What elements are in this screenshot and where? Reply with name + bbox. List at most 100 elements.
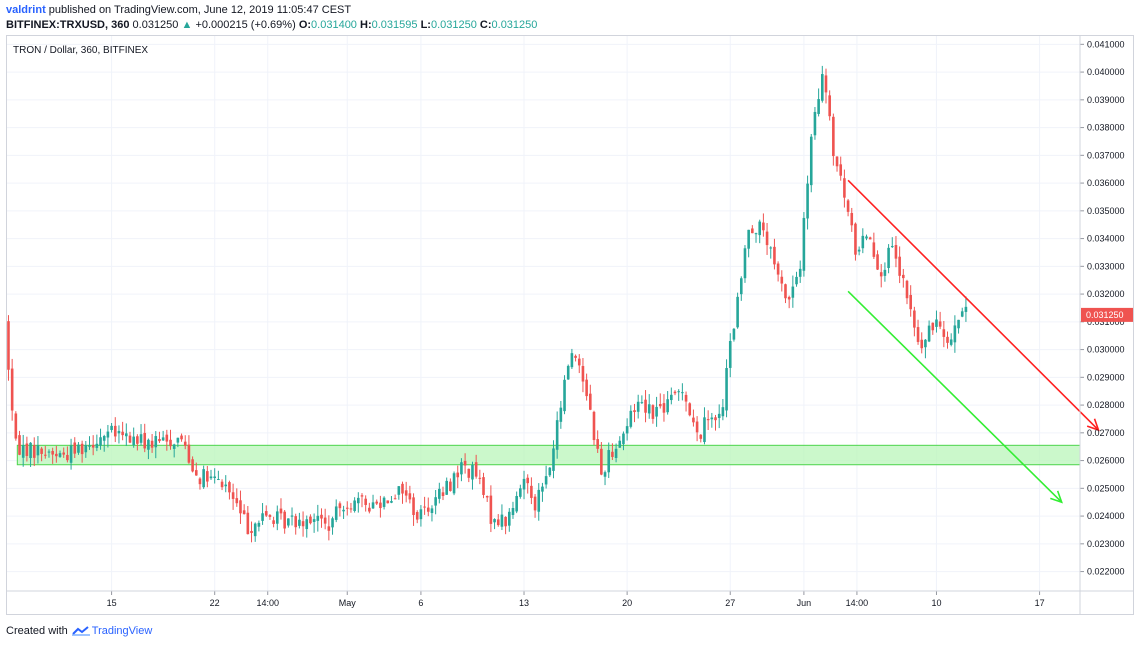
candle-body xyxy=(117,430,121,434)
candle-body xyxy=(798,268,802,277)
candle-body xyxy=(113,425,117,437)
price-chart[interactable]: 0.022000 0.023000 0.024000 0.025000 0.026000… xyxy=(7,36,1133,614)
candle-body xyxy=(747,229,750,249)
candle-body xyxy=(596,439,599,449)
candle-body xyxy=(938,321,942,327)
candle-body xyxy=(301,521,305,527)
candle-body xyxy=(327,526,331,531)
author-link[interactable]: valdrint xyxy=(6,4,46,16)
y-tick-label: 0.027000 xyxy=(1087,428,1125,438)
support-line xyxy=(847,290,1063,503)
candle-body xyxy=(47,451,51,453)
change-value: +0.000215 (+0.69%) xyxy=(195,19,296,31)
tradingview-link[interactable]: TradingView xyxy=(91,625,153,637)
candle-body xyxy=(353,500,356,511)
x-tick-label: 14:00 xyxy=(846,598,869,608)
candle-body xyxy=(876,254,879,270)
candle-body xyxy=(655,406,658,417)
candle-body xyxy=(791,286,795,298)
support-zone xyxy=(16,444,1081,466)
candle-body xyxy=(957,319,960,329)
candle-body xyxy=(489,495,493,524)
candle-body xyxy=(927,325,931,342)
candle-body xyxy=(110,425,113,431)
candle-body xyxy=(128,435,132,443)
last-price: 0.031250 xyxy=(132,19,179,31)
candle-body xyxy=(382,497,386,507)
candle-body xyxy=(150,440,154,448)
candle-body xyxy=(194,470,198,476)
candle-body xyxy=(559,407,563,422)
y-tick-label: 0.040000 xyxy=(1087,67,1125,77)
candle-body xyxy=(36,445,40,456)
candle-body xyxy=(55,453,58,457)
candle-body xyxy=(320,514,323,519)
candle-body xyxy=(813,111,817,136)
candle-body xyxy=(684,394,688,402)
low-value: 0.031250 xyxy=(430,19,477,31)
candle-body xyxy=(552,448,555,471)
candle-body xyxy=(611,451,614,457)
candle-body xyxy=(857,249,861,252)
candle-body xyxy=(935,319,938,327)
candle-body xyxy=(338,503,342,509)
candle-body xyxy=(375,501,379,504)
grid-lines xyxy=(7,36,1080,591)
candle-body xyxy=(894,245,898,259)
high-label: H: xyxy=(360,19,372,31)
candle-body xyxy=(607,450,611,473)
candle-body xyxy=(644,399,647,413)
candle-body xyxy=(776,263,780,275)
candle-body xyxy=(728,341,732,368)
candle-body xyxy=(235,498,239,504)
candle-body xyxy=(84,445,88,453)
low-label: L: xyxy=(420,19,431,31)
candle-body xyxy=(485,495,489,498)
x-tick-label: 10 xyxy=(931,598,941,608)
candle-body xyxy=(902,274,905,279)
candle-body xyxy=(500,514,504,527)
candle-body xyxy=(636,401,640,412)
resistance-line-arrowhead xyxy=(1086,418,1100,432)
y-tick-label: 0.023000 xyxy=(1087,539,1125,549)
candle-body xyxy=(323,517,327,524)
candle-body xyxy=(879,272,883,277)
candle-body xyxy=(401,483,404,494)
y-tick-label: 0.034000 xyxy=(1087,234,1125,244)
candle-body xyxy=(213,476,216,479)
candle-body xyxy=(780,276,784,284)
candle-body xyxy=(732,328,736,340)
candle-body xyxy=(754,233,758,235)
candle-body xyxy=(710,417,714,420)
publish-text: published on TradingView.com, June 12, 2… xyxy=(45,4,352,16)
candle-body xyxy=(158,438,161,442)
candle-body xyxy=(106,431,110,438)
candle-body xyxy=(758,221,762,236)
y-tick-label: 0.022000 xyxy=(1087,567,1125,577)
candle-body xyxy=(283,511,286,529)
candle-body xyxy=(821,74,824,101)
candle-body xyxy=(614,448,618,458)
candle-body xyxy=(261,513,264,521)
candle-body xyxy=(824,75,828,93)
candle-body xyxy=(787,296,791,300)
candle-body xyxy=(751,228,754,234)
candles xyxy=(7,65,968,543)
y-tick-label: 0.035000 xyxy=(1087,206,1125,216)
candle-body xyxy=(202,469,205,488)
candle-body xyxy=(905,280,909,299)
candle-body xyxy=(397,486,401,495)
y-tick-label: 0.033000 xyxy=(1087,261,1125,271)
candle-body xyxy=(169,439,172,447)
candle-body xyxy=(762,222,765,231)
candle-body xyxy=(426,507,430,512)
candle-body xyxy=(165,434,169,442)
chart-frame xyxy=(6,35,1134,615)
candle-body xyxy=(253,523,257,537)
candle-body xyxy=(688,403,692,416)
candle-body xyxy=(294,516,298,528)
candle-body xyxy=(147,439,150,450)
candle-body xyxy=(898,256,901,276)
candle-body xyxy=(515,496,518,512)
open-value: 0.031400 xyxy=(311,19,357,31)
